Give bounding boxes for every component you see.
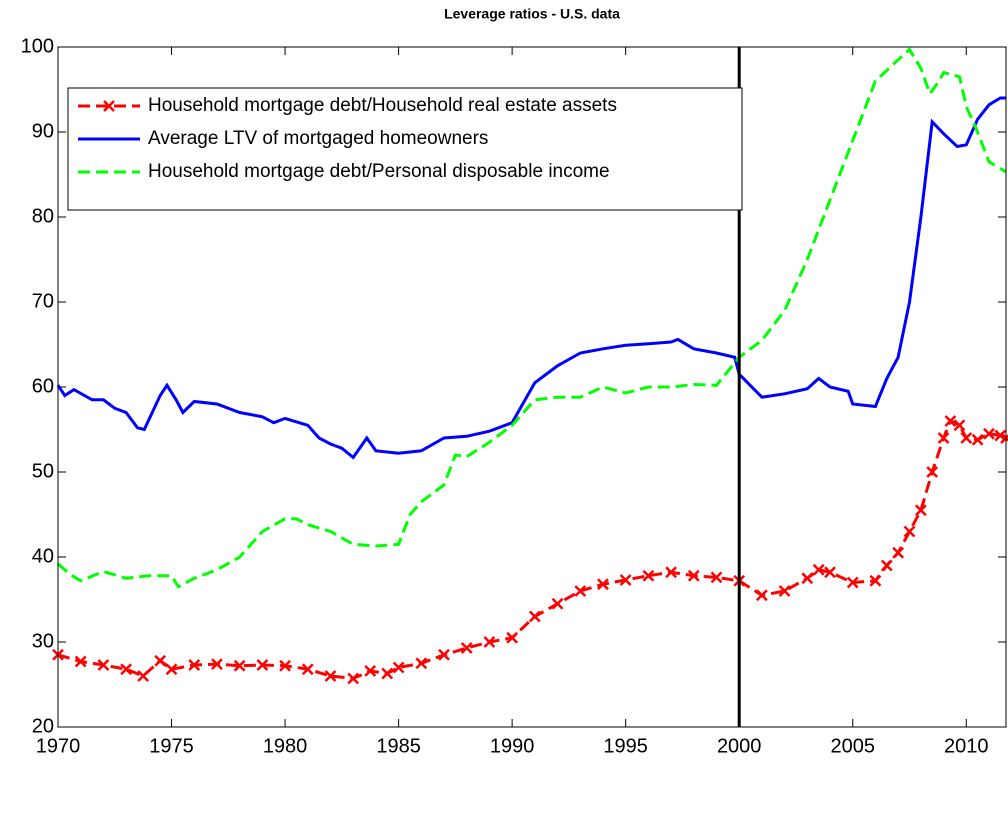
plot-frame [57, 46, 1007, 728]
marker [953, 419, 966, 432]
marker [665, 566, 677, 579]
marker [324, 670, 337, 682]
marker [801, 572, 814, 585]
marker [944, 415, 957, 427]
marker [74, 655, 87, 668]
marker [710, 571, 723, 584]
marker [869, 574, 882, 587]
marker [619, 574, 632, 586]
marker [211, 658, 223, 670]
x-tick-label: 2010 [944, 735, 989, 757]
marker [233, 659, 246, 672]
y-tick-label: 60 [32, 375, 54, 397]
marker [846, 576, 859, 589]
x-tick-label: 1995 [603, 735, 648, 757]
marker [983, 427, 995, 440]
marker [120, 663, 133, 676]
marker [914, 504, 927, 517]
x-tick-label: 1975 [149, 735, 194, 757]
y-tick-label: 90 [32, 120, 54, 142]
marker [438, 648, 450, 661]
x-tick-label: 1990 [490, 735, 535, 757]
legend-label: Household mortgage debt/Household real e… [148, 95, 617, 116]
marker [778, 585, 791, 597]
marker [506, 631, 519, 644]
series-line [56, 47, 1007, 589]
marker [756, 589, 768, 602]
legend-box [67, 87, 743, 211]
legend-label: Household mortgage debt/Personal disposa… [148, 161, 610, 182]
marker [460, 642, 473, 654]
marker [301, 663, 314, 676]
marker [415, 657, 428, 670]
chart-title: Leverage ratios - U.S. data [444, 6, 620, 22]
marker [137, 670, 150, 682]
y-tick-label: 30 [32, 630, 54, 652]
x-tick-label: 1985 [376, 735, 421, 757]
marker [165, 663, 178, 676]
marker [381, 667, 394, 680]
marker [642, 569, 655, 582]
x-tick-label: 1980 [263, 735, 308, 757]
legend-marker [103, 100, 115, 112]
y-tick-label: 50 [32, 460, 54, 482]
marker [937, 432, 950, 444]
marker [971, 433, 984, 446]
marker [812, 563, 825, 576]
y-tick-label: 40 [32, 545, 54, 567]
y-tick-label: 20 [32, 715, 54, 737]
marker [279, 659, 291, 672]
marker [597, 578, 609, 591]
y-tick-label: 80 [32, 205, 54, 227]
marker [903, 525, 916, 538]
marker [574, 585, 587, 597]
marker [892, 546, 905, 559]
marker [256, 659, 269, 671]
marker [364, 665, 377, 677]
x-tick-label: 2000 [717, 735, 762, 757]
marker [154, 654, 167, 667]
y-tick-label: 100 [21, 35, 54, 57]
marker [824, 566, 836, 579]
marker [880, 559, 893, 572]
marker [483, 636, 496, 648]
marker [347, 672, 360, 685]
marker [960, 432, 973, 444]
marker [97, 659, 110, 671]
marker [551, 597, 564, 610]
marker [188, 659, 201, 671]
x-tick-label: 1970 [36, 735, 81, 757]
y-tick-label: 70 [32, 290, 54, 312]
marker [528, 610, 541, 623]
marker [687, 569, 700, 582]
marker [392, 661, 405, 674]
x-tick-label: 2005 [830, 735, 875, 757]
legend-label: Average LTV of mortgaged homeowners [148, 128, 488, 149]
series-line [56, 96, 1006, 460]
marker [926, 466, 939, 478]
